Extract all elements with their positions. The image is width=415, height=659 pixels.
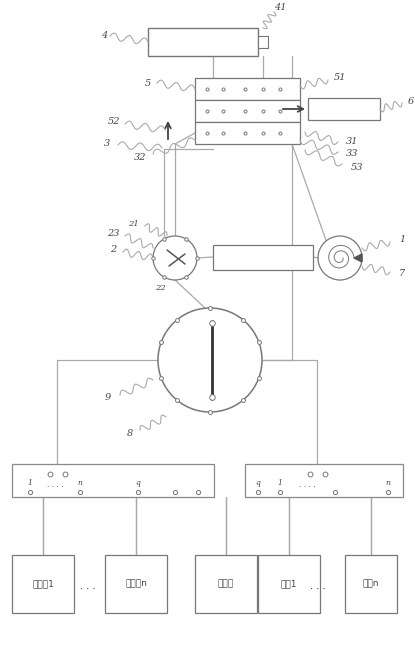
Text: 23: 23 — [107, 229, 119, 239]
Text: 32: 32 — [134, 152, 146, 161]
Text: 41: 41 — [274, 3, 286, 13]
Text: 2: 2 — [110, 246, 116, 254]
Circle shape — [158, 308, 262, 412]
Bar — [213, 245, 313, 270]
Text: 51: 51 — [334, 72, 346, 82]
Bar — [308, 98, 380, 120]
Bar — [258, 36, 268, 48]
Text: 样品1: 样品1 — [281, 579, 297, 588]
Text: 稀释液n: 稀释液n — [125, 579, 147, 588]
Text: · · · ·: · · · · — [299, 483, 316, 491]
Circle shape — [318, 236, 362, 280]
Text: 7: 7 — [399, 270, 405, 279]
Text: 1: 1 — [399, 235, 405, 244]
Text: 33: 33 — [346, 150, 358, 159]
Text: 21: 21 — [128, 220, 138, 228]
Bar — [148, 28, 258, 56]
Text: 清洗液: 清洗液 — [218, 579, 234, 588]
Text: 22: 22 — [155, 284, 165, 292]
Bar — [195, 555, 257, 613]
Circle shape — [153, 236, 197, 280]
Text: 53: 53 — [351, 163, 363, 173]
Text: 样品n: 样品n — [363, 579, 379, 588]
Text: 9: 9 — [105, 393, 111, 403]
Bar — [345, 555, 397, 613]
Text: n: n — [386, 479, 391, 487]
Text: q: q — [136, 479, 140, 487]
Text: · · ·: · · · — [80, 585, 96, 594]
Text: 5: 5 — [145, 78, 151, 88]
Text: 3: 3 — [104, 140, 110, 148]
Text: 31: 31 — [346, 138, 358, 146]
Bar — [195, 100, 300, 122]
Text: · · ·: · · · — [310, 585, 326, 594]
Bar — [12, 464, 214, 497]
Text: n: n — [78, 479, 83, 487]
Text: 52: 52 — [108, 117, 120, 127]
Text: · · · ·: · · · · — [47, 483, 63, 491]
Polygon shape — [354, 254, 362, 262]
Bar — [258, 555, 320, 613]
Bar — [195, 78, 300, 100]
Text: 稀释液1: 稀释液1 — [32, 579, 54, 588]
Bar — [105, 555, 167, 613]
Text: 8: 8 — [127, 430, 133, 438]
Text: 4: 4 — [101, 32, 107, 40]
Text: q: q — [256, 479, 261, 487]
Text: 1: 1 — [27, 479, 32, 487]
Bar — [195, 122, 300, 144]
Bar — [245, 464, 403, 497]
Text: 6: 6 — [408, 96, 414, 105]
Text: 1: 1 — [278, 479, 283, 487]
Bar — [12, 555, 74, 613]
